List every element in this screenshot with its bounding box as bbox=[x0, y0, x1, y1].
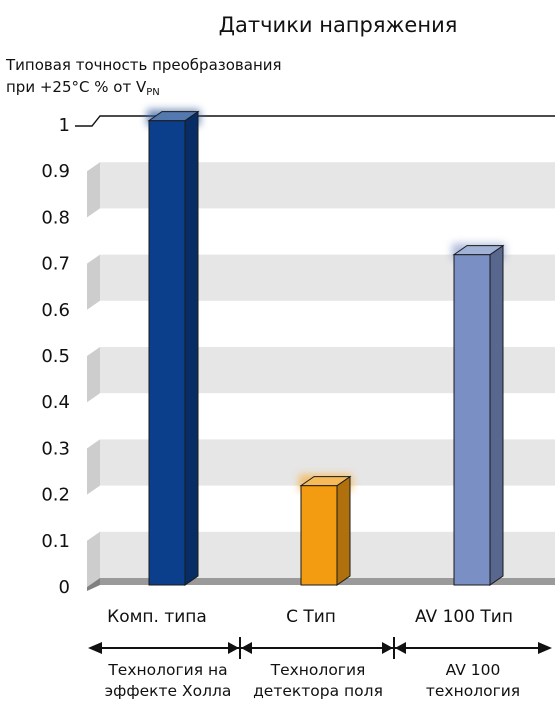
bar-top bbox=[147, 111, 200, 122]
grid-band-side bbox=[87, 162, 100, 218]
y-tick-label: 0.5 bbox=[41, 346, 70, 367]
bars bbox=[147, 109, 505, 586]
y-tick-label: 0.1 bbox=[41, 531, 70, 552]
y-tick-label: 0.3 bbox=[41, 438, 70, 459]
group-label: Технология на bbox=[107, 661, 227, 679]
y-tick-label: 0.4 bbox=[41, 392, 70, 413]
grid-band-side bbox=[87, 531, 100, 587]
group-label: Технология bbox=[270, 661, 366, 679]
bar-front bbox=[453, 254, 491, 586]
y-tick-label: 0.7 bbox=[41, 254, 70, 275]
floor-side bbox=[87, 578, 100, 591]
separator-arrow-left bbox=[228, 642, 239, 654]
category-label: Комп. типа bbox=[107, 607, 207, 627]
group-label: технология bbox=[426, 682, 520, 700]
category-label: AV 100 Тип bbox=[415, 607, 513, 627]
grid-band-side bbox=[87, 254, 100, 310]
chart-title: Датчики напряжения bbox=[219, 13, 458, 37]
y-tick-labels: 0 0.1 0.2 0.3 0.4 0.5 0.6 0.7 0.8 0.9 1 bbox=[41, 115, 70, 598]
bar-top bbox=[299, 476, 352, 487]
group-label: AV 100 bbox=[446, 661, 501, 679]
separator-arrow-left bbox=[382, 642, 393, 654]
technology-groups: Технология на эффекте Холла Технология дете… bbox=[88, 637, 552, 700]
grid-band-side bbox=[87, 439, 100, 495]
arrow-head-left bbox=[88, 642, 102, 654]
y-tick-label: 0 bbox=[59, 577, 70, 598]
y-axis-label-line-1: Типовая точность преобразования bbox=[5, 56, 282, 74]
separator-arrow-right bbox=[395, 642, 406, 654]
separator-arrow-right bbox=[241, 642, 252, 654]
y-tick-label: 0.9 bbox=[41, 161, 70, 182]
y-tick-label: 0.8 bbox=[41, 207, 70, 228]
bar-side bbox=[489, 244, 504, 586]
y-tick-label: 1 bbox=[59, 115, 70, 136]
bar-top bbox=[452, 245, 505, 256]
y-axis-label-line-2: при +25°C % от VPN bbox=[6, 78, 160, 98]
top-line bbox=[75, 115, 555, 127]
group-label: эффекте Холла bbox=[105, 682, 232, 700]
y-axis bbox=[75, 115, 555, 127]
y-tick-label: 0.2 bbox=[41, 485, 70, 506]
arrow-head-right bbox=[538, 642, 552, 654]
bar-side bbox=[336, 475, 351, 586]
group-label: детектора поля bbox=[253, 682, 383, 700]
grid-band-side bbox=[87, 347, 100, 403]
labels: Датчики напряжения Типовая точность прео… bbox=[5, 13, 457, 98]
category-label: C Тип bbox=[286, 607, 336, 627]
y-axis-label-subscript: PN bbox=[146, 87, 160, 98]
y-tick-label: 0.6 bbox=[41, 300, 70, 321]
bar-front bbox=[300, 485, 338, 586]
category-labels: Комп. типа C Тип AV 100 Тип bbox=[107, 607, 513, 627]
bar-front bbox=[148, 120, 186, 586]
bar-side bbox=[184, 110, 199, 586]
y-axis-label-main: при +25°C % от V bbox=[6, 78, 147, 96]
